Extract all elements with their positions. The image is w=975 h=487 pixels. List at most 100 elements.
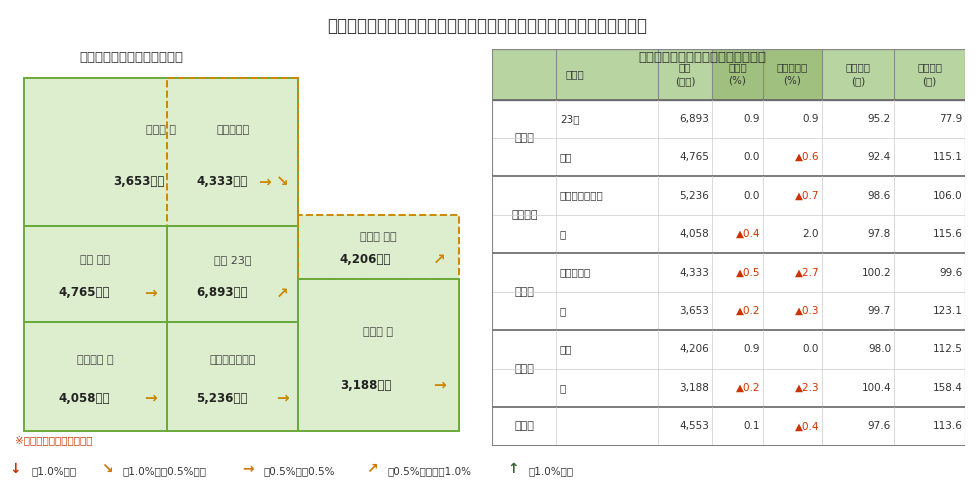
Bar (23, 226, 168, 321)
Text: 99.6: 99.6 (939, 267, 962, 278)
Text: ▲0.5: ▲0.5 (735, 267, 760, 278)
Text: 3,653: 3,653 (680, 306, 710, 316)
Text: 埼玉県 他: 埼玉県 他 (146, 125, 176, 135)
Bar (298, 279, 459, 431)
Text: －1.0%～－0.5%以下: －1.0%～－0.5%以下 (123, 466, 207, 476)
Text: 115.1: 115.1 (932, 152, 962, 162)
Text: 4,206: 4,206 (680, 344, 710, 355)
Text: 埼玉県: 埼玉県 (515, 287, 534, 297)
Text: 他: 他 (560, 306, 566, 316)
Bar (492, 407, 965, 446)
Bar (492, 215, 965, 253)
Text: －0.5%～＋0.5%: －0.5%～＋0.5% (263, 466, 334, 476)
Text: 4,765: 4,765 (680, 152, 710, 162)
Text: 4,553: 4,553 (680, 421, 710, 431)
Text: エリア: エリア (566, 69, 584, 79)
Bar (23, 226, 168, 321)
Text: 土地面積
(㎡): 土地面積 (㎡) (917, 62, 942, 86)
Text: ↑: ↑ (507, 462, 519, 476)
Bar (492, 138, 965, 176)
Text: 千葉県 他: 千葉県 他 (364, 327, 394, 337)
Text: 6,893万円: 6,893万円 (196, 286, 248, 300)
Text: ※矢印は前月からの変化率: ※矢印は前月からの変化率 (15, 435, 92, 446)
Text: 0.1: 0.1 (744, 421, 760, 431)
Bar (713, 49, 762, 99)
Text: 6,893: 6,893 (680, 114, 710, 124)
Text: 0.0: 0.0 (802, 344, 819, 355)
Text: 0.0: 0.0 (744, 190, 760, 201)
Text: →: → (143, 391, 156, 406)
Text: 3,188万円: 3,188万円 (340, 379, 391, 392)
Bar (492, 369, 965, 407)
Text: ↓: ↓ (10, 462, 21, 476)
Text: ▲0.2: ▲0.2 (735, 306, 760, 316)
Text: 123.1: 123.1 (932, 306, 962, 316)
Text: →: → (433, 378, 446, 393)
Text: ＜　新築戸建　首都圈８エリアにおける価格・建物面積・土地面積　＞: ＜ 新築戸建 首都圈８エリアにおける価格・建物面積・土地面積 ＞ (328, 17, 647, 35)
Text: ▲0.3: ▲0.3 (795, 306, 819, 316)
Bar (492, 176, 965, 215)
Text: 0.9: 0.9 (802, 114, 819, 124)
Text: 5,236: 5,236 (680, 190, 710, 201)
Text: ▲0.2: ▲0.2 (735, 383, 760, 393)
Text: 神奈川県 他: 神奈川県 他 (77, 355, 114, 365)
Text: 2.0: 2.0 (802, 229, 819, 239)
Bar (168, 78, 298, 226)
Text: ↘: ↘ (101, 462, 112, 476)
Text: ▲0.7: ▲0.7 (795, 190, 819, 201)
Text: 他: 他 (560, 383, 566, 393)
Text: 東京 都下: 東京 都下 (81, 255, 110, 264)
Text: 都下: 都下 (560, 152, 572, 162)
Text: 99.7: 99.7 (868, 306, 891, 316)
Text: 東京 23区: 東京 23区 (214, 255, 252, 264)
Text: 横浜市・川崎市: 横浜市・川崎市 (560, 190, 604, 201)
Text: 横浜市・川崎市: 横浜市・川崎市 (210, 355, 255, 365)
Text: 他: 他 (560, 229, 566, 239)
Text: 前年同月比
(%): 前年同月比 (%) (777, 62, 808, 86)
Bar (492, 253, 965, 292)
Text: 115.6: 115.6 (932, 229, 962, 239)
Text: 158.4: 158.4 (932, 383, 962, 393)
Text: 3,188: 3,188 (680, 383, 710, 393)
Text: 92.4: 92.4 (868, 152, 891, 162)
Bar (168, 226, 298, 321)
Bar (492, 99, 965, 138)
Text: 100.4: 100.4 (861, 383, 891, 393)
Text: －1.0%以下: －1.0%以下 (31, 466, 76, 476)
Bar (168, 78, 298, 226)
Bar (23, 78, 298, 226)
Text: 106.0: 106.0 (933, 190, 962, 201)
Text: 95.2: 95.2 (868, 114, 891, 124)
Text: ＋1.0%以上: ＋1.0%以上 (528, 466, 573, 476)
Text: 23区: 23区 (560, 114, 579, 124)
Text: 首都圈: 首都圈 (515, 421, 534, 431)
Text: 113.6: 113.6 (932, 421, 962, 431)
Text: →: → (276, 391, 289, 406)
Text: →: → (143, 285, 156, 300)
Text: さいたま市: さいたま市 (560, 267, 591, 278)
Bar (23, 78, 298, 226)
Text: 4,058: 4,058 (680, 229, 710, 239)
Bar (492, 49, 965, 99)
Text: ▲0.4: ▲0.4 (795, 421, 819, 431)
Text: さいたま市: さいたま市 (216, 125, 250, 135)
Text: ↘: ↘ (276, 174, 289, 189)
Text: 0.9: 0.9 (744, 114, 760, 124)
Text: ↗: ↗ (276, 285, 289, 300)
Text: 98.6: 98.6 (868, 190, 891, 201)
Bar (168, 321, 298, 431)
Text: 西部: 西部 (560, 344, 572, 355)
Text: 千葉県: 千葉県 (515, 364, 534, 374)
Text: 0.9: 0.9 (744, 344, 760, 355)
Text: 4,206万円: 4,206万円 (340, 253, 391, 266)
Bar (492, 330, 965, 369)
Text: 価格・建物面積・土地面積の平均値: 価格・建物面積・土地面積の平均値 (638, 51, 766, 64)
Text: 97.6: 97.6 (868, 421, 891, 431)
Text: 価格
(万円): 価格 (万円) (675, 62, 695, 86)
Text: 4,058万円: 4,058万円 (58, 392, 110, 405)
Bar (168, 226, 298, 321)
Text: 4,765万円: 4,765万円 (58, 286, 110, 300)
Text: ↗: ↗ (367, 462, 377, 476)
Text: 98.0: 98.0 (868, 344, 891, 355)
Text: ▲2.3: ▲2.3 (795, 383, 819, 393)
